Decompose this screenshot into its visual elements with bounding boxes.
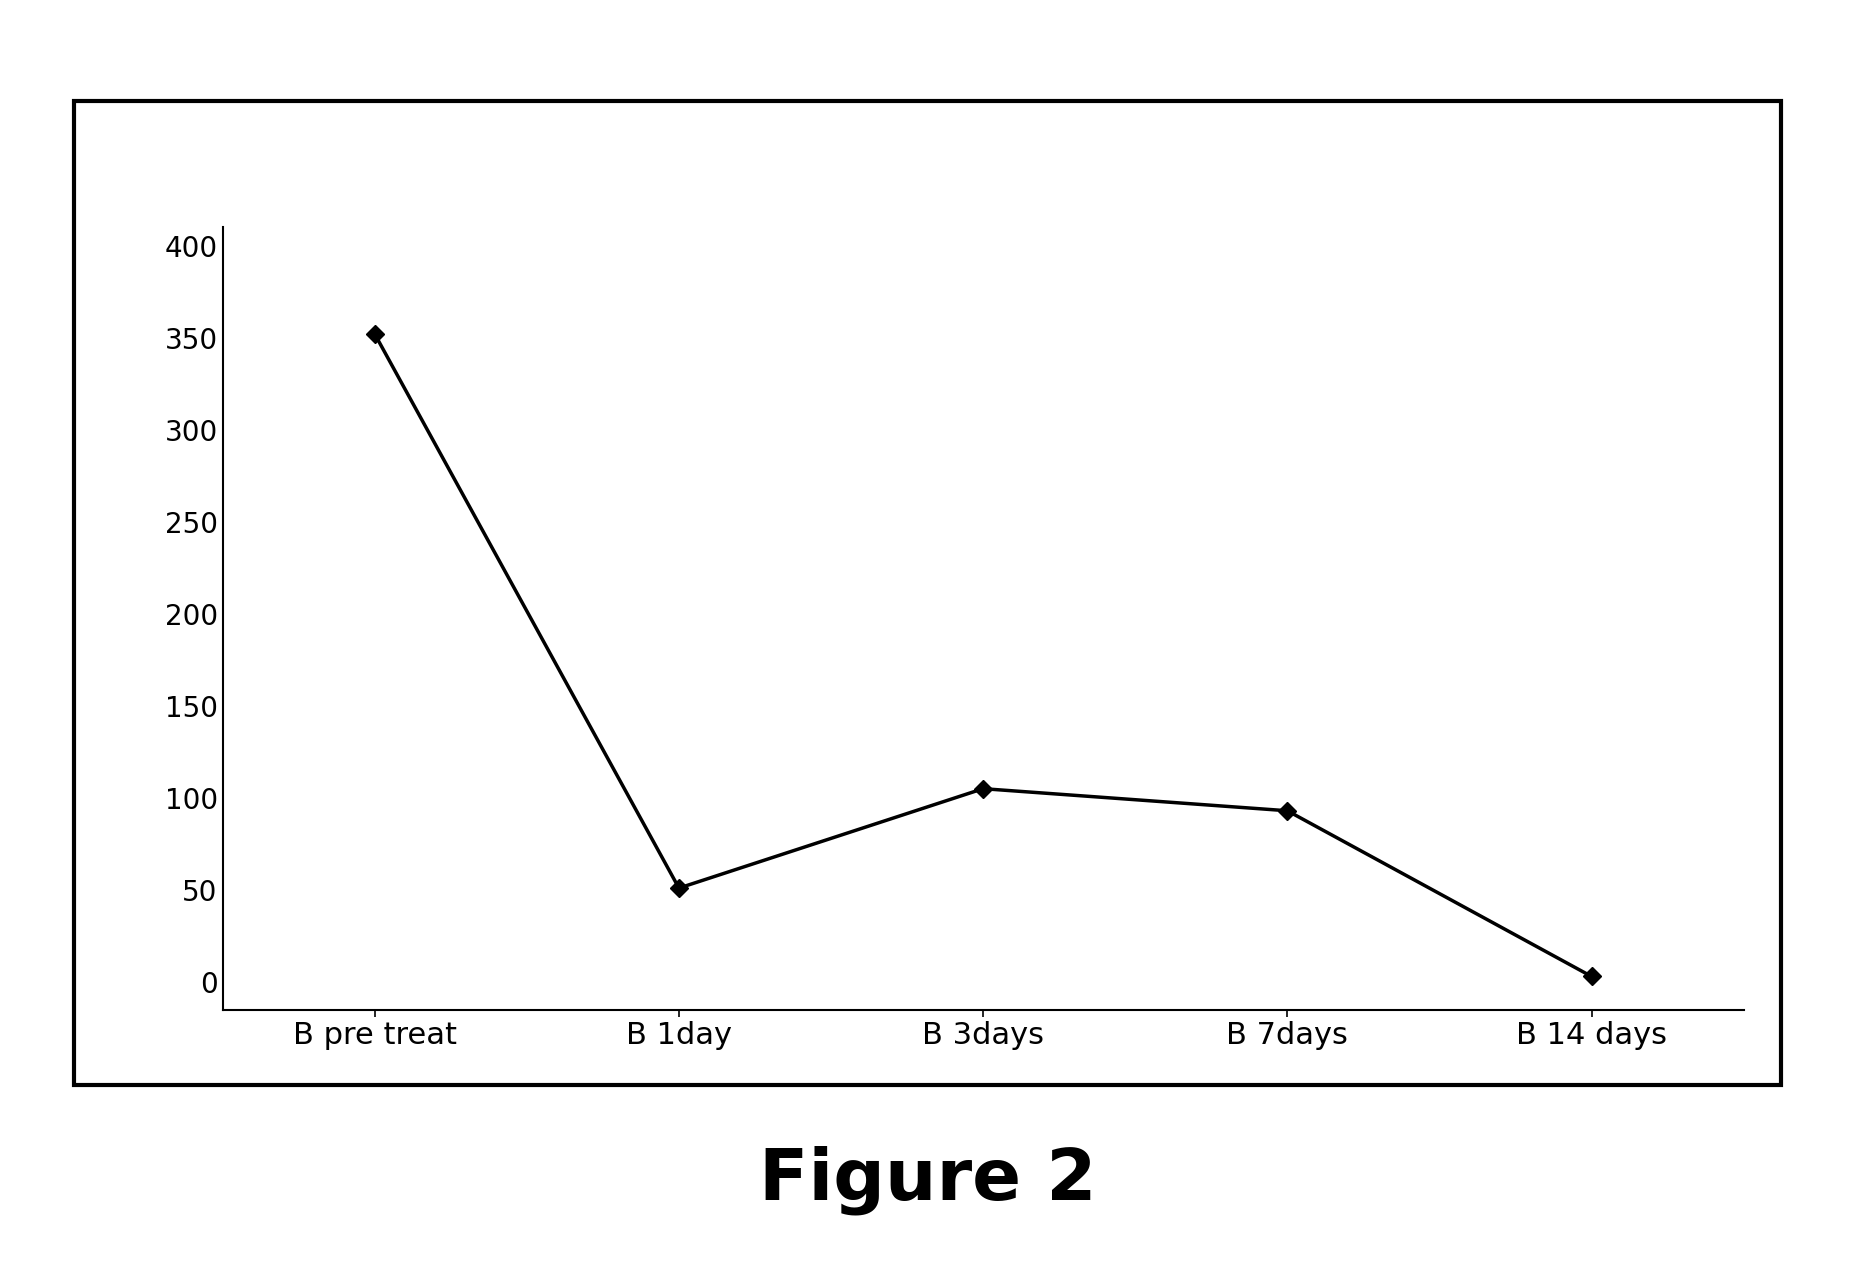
Text: Figure 2: Figure 2	[759, 1145, 1096, 1215]
